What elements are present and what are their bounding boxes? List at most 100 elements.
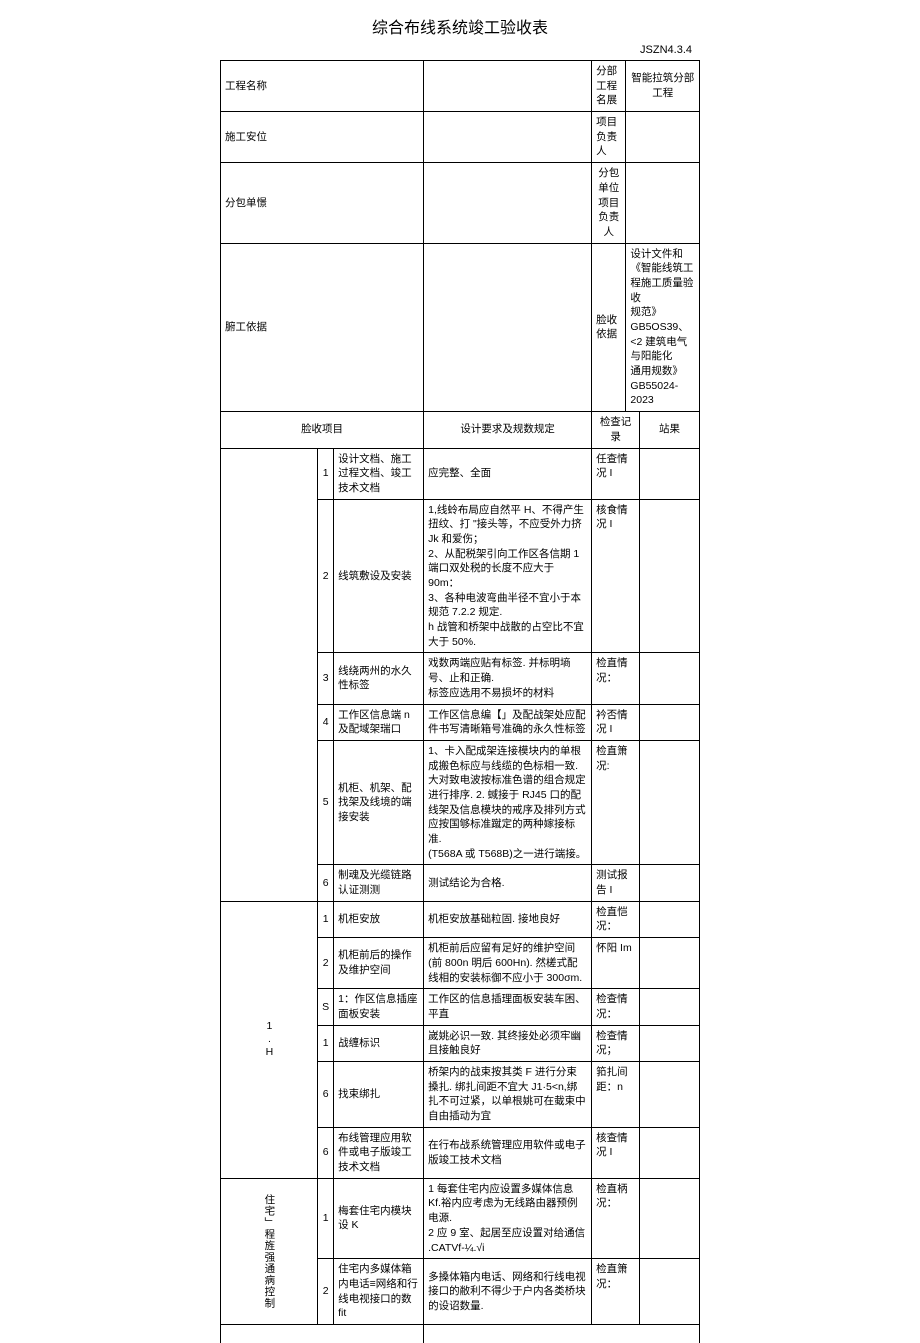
s2-r3-check: 检查情况： <box>592 989 640 1025</box>
column-header-row: 脸收项目 设计要求及规数规定 检查记录 站果 <box>221 412 700 448</box>
sub-pm-value <box>626 163 700 243</box>
footer-construction-row: 施工单位检否结果 专业工长, 质撮员, 年月日 <box>221 1324 700 1343</box>
s2-r6-result <box>640 1127 700 1178</box>
s2-r1-item: 机柜安放 <box>334 901 424 937</box>
s3-r2-result <box>640 1259 700 1325</box>
s2-r5-item: 找束绑扎 <box>334 1061 424 1127</box>
s1-r2-result <box>640 499 700 653</box>
header-row-4: 腑工依据 脸收依据 设计文件和《智能线筑工程施工质量验收 规范》GB5OS39、… <box>221 243 700 412</box>
s1-r6-req: 测试结论为合格. <box>424 865 592 901</box>
s1-r5-req: 1、卡入配成架连接模块内的单根成搬色标应与线缆的色标相一致. 大对致电波按标准色… <box>424 740 592 865</box>
s1-r3-result <box>640 653 700 704</box>
col-design-req: 设计要求及规数规定 <box>424 412 592 448</box>
s1-r4-num: 4 <box>318 704 334 740</box>
s2-r6-check: 核查情况 I <box>592 1127 640 1178</box>
s1-group <box>221 448 318 901</box>
header-row-1: 工程名称 分部工程名展 智能拉筑分部工程 <box>221 61 700 112</box>
s2-r3-num: S <box>318 989 334 1025</box>
s1-r6-item: 制魂及光缆链路认证测测 <box>334 865 424 901</box>
acceptance-basis-label: 脸收依据 <box>592 243 626 412</box>
s2-r3-result <box>640 989 700 1025</box>
s3-row-1: 住宅」程旌强通病控制 1 梅套住宅内模块设 K 1 每套住宅内应设置多媒体信息 … <box>221 1178 700 1258</box>
s1-r2-req: 1,线蛉布局应自然平 H、不得产生扭纹、打 "接头等，不应受外力挤 Jk 和爱伤… <box>424 499 592 653</box>
s1-r5-result <box>640 740 700 865</box>
s3-r2-num: 2 <box>318 1259 334 1325</box>
s3-r2-check: 检直箫况： <box>592 1259 640 1325</box>
s1-r4-result <box>640 704 700 740</box>
col-check-record: 检查记录 <box>592 412 640 448</box>
s1-r2-item: 线筑敷设及安装 <box>334 499 424 653</box>
construction-unit-label: 施工安位 <box>221 112 424 163</box>
project-name-label: 工程名称 <box>221 61 424 112</box>
col-inspection-item: 脸收项目 <box>221 412 424 448</box>
header-row-3: 分包单憬 分包单位 项目负责人 <box>221 163 700 243</box>
s2-r2-check: 怀阳 Im <box>592 938 640 989</box>
s1-r6-check: 测试报告 I <box>592 865 640 901</box>
s2-r4-req: 嵗姚必识一致. 其终接处必须牢幽且接触良好 <box>424 1025 592 1061</box>
s1-r2-check: 核食情况 I <box>592 499 640 653</box>
s1-r1-num: 1 <box>318 448 334 499</box>
s1-r3-check: 检直情况： <box>592 653 640 704</box>
project-manager-value <box>626 112 700 163</box>
sub-project-label: 分部工程名展 <box>592 61 626 112</box>
s2-r5-check: 筘扎间距：n <box>592 1061 640 1127</box>
s2-r2-result <box>640 938 700 989</box>
project-name-value <box>424 61 592 112</box>
s2-row-1: 1.H 1 机柜安放 机柜安放基础粒固. 接地良好 检直恺况： <box>221 901 700 937</box>
s2-group: 1.H <box>221 901 318 1178</box>
col-result: 站果 <box>640 412 700 448</box>
completion-basis-value <box>424 243 592 412</box>
s3-r1-result <box>640 1178 700 1258</box>
construction-unit-value <box>424 112 592 163</box>
sub-pm-label: 分包单位 项目负责人 <box>592 163 626 243</box>
s2-r5-num: 6 <box>318 1061 334 1127</box>
construction-check-label: 施工单位检否结果 <box>221 1324 424 1343</box>
s1-r4-item: 工作区信息端 n 及配域架瑞口 <box>334 704 424 740</box>
header-row-2: 施工安位 项目负责人 <box>221 112 700 163</box>
s1-r3-num: 3 <box>318 653 334 704</box>
s2-r1-result <box>640 901 700 937</box>
s1-row-1: 1 设计文档、施工过程文档、竣工技术文档 应完整、全面 任查情况 I <box>221 448 700 499</box>
s1-r1-item: 设计文档、施工过程文档、竣工技术文档 <box>334 448 424 499</box>
s2-r5-req: 桥架内的战束按其类 F 进行分束搡扎. 绑扎间距不宜大 J1·5<n,绑扎不可过… <box>424 1061 592 1127</box>
project-manager-label: 项目负责人 <box>592 112 626 163</box>
s2-r4-item: 战缠标识 <box>334 1025 424 1061</box>
document-title: 综合布线系统竣工验收表 <box>0 14 920 38</box>
s1-r5-check: 检直箫况: <box>592 740 640 865</box>
s2-r5-result <box>640 1061 700 1127</box>
s2-r6-num: 6 <box>318 1127 334 1178</box>
s3-r1-num: 1 <box>318 1178 334 1258</box>
s1-r6-result <box>640 865 700 901</box>
s3-r2-item: 住宅内多媒体箱内电话≡网络和行线电视接口的数 fit <box>334 1259 424 1325</box>
s3-group: 住宅」程旌强通病控制 <box>221 1178 318 1324</box>
s2-r6-req: 在行布战系统管理应用软件或电子版竣工技术文档 <box>424 1127 592 1178</box>
s1-r4-check: 衿否情况 I <box>592 704 640 740</box>
s2-r3-req: 工作区的信息插理面板安装车困、平直 <box>424 989 592 1025</box>
construction-check-content: 专业工长, 质撮员, 年月日 <box>424 1324 700 1343</box>
s2-r2-req: 机柜前后应留有足好的维护空间(前 800n 明后 600Hn). 然槎式配线相的… <box>424 938 592 989</box>
s3-r2-req: 多搡体箱内电话、网络和行线电视接口的敝利不得少于户内各类桥块的设诏数量. <box>424 1259 592 1325</box>
s3-r1-item: 梅套住宅内模块设 K <box>334 1178 424 1258</box>
s1-r2-num: 2 <box>318 499 334 653</box>
s1-r1-check: 任查情况 I <box>592 448 640 499</box>
document-code: JSZN4.3.4 <box>0 44 920 56</box>
s1-r4-req: 工作区信息编【」及配战架处应配件书写清晰箱号准确的永久性标签 <box>424 704 592 740</box>
acceptance-table: 工程名称 分部工程名展 智能拉筑分部工程 施工安位 项目负责人 分包单憬 分包单… <box>220 60 700 1343</box>
subcontract-label: 分包单憬 <box>221 163 424 243</box>
s3-r1-req: 1 每套住宅内应设置多媒体信息 Kf.裕内应考虑为无线路由器预例电源. 2 应 … <box>424 1178 592 1258</box>
subcontract-value <box>424 163 592 243</box>
acceptance-basis-value: 设计文件和《智能线筑工程施工质量验收 规范》GB5OS39、<2 建筑电气与阳能… <box>626 243 700 412</box>
s1-r1-req: 应完整、全面 <box>424 448 592 499</box>
s2-r4-result <box>640 1025 700 1061</box>
s1-r5-item: 机柜、机架、配找架及线境的端接安装 <box>334 740 424 865</box>
s2-r3-item: 1：作区信息插座面板安装 <box>334 989 424 1025</box>
s3-r1-check: 检直柄况： <box>592 1178 640 1258</box>
s1-r1-result <box>640 448 700 499</box>
s2-r1-req: 机柜安放基础粒固. 接地良好 <box>424 901 592 937</box>
s1-r5-num: 5 <box>318 740 334 865</box>
s2-r2-num: 2 <box>318 938 334 989</box>
page-container: 综合布线系统竣工验收表 JSZN4.3.4 工程名称 分部工程名展 智能拉筑分部… <box>0 14 920 1343</box>
s1-r6-num: 6 <box>318 865 334 901</box>
s2-r2-item: 机柜前后的操作及维护空间 <box>334 938 424 989</box>
s2-r4-check: 检查情况； <box>592 1025 640 1061</box>
